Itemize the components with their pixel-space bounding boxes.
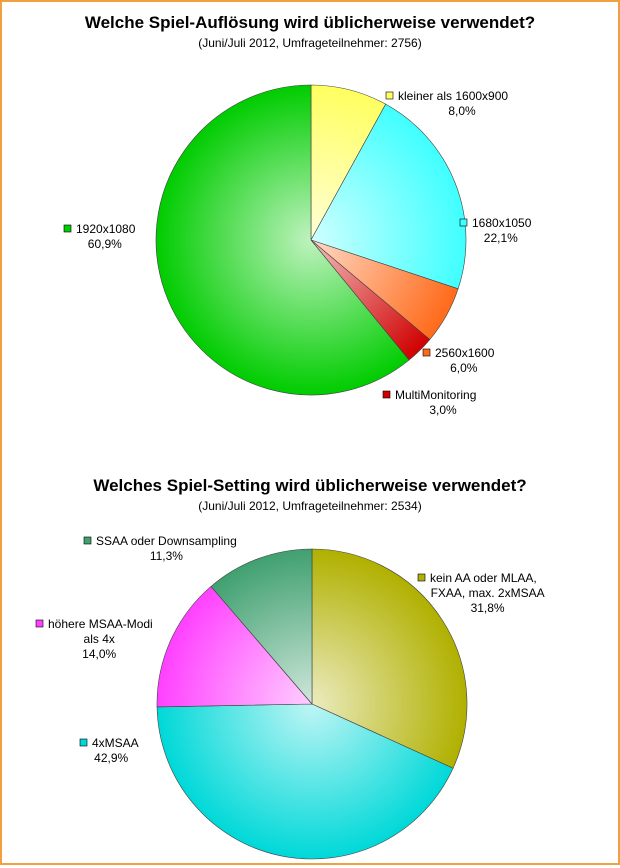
slice-value-label: 8,0% <box>448 104 476 118</box>
slice-label: 4xMSAA <box>92 736 139 750</box>
chart2-pie <box>156 548 468 860</box>
slice-label: als 4x <box>84 632 115 646</box>
slice-value-label: 60,9% <box>88 237 122 251</box>
legend-swatch <box>35 619 44 628</box>
slice-label: kleiner als 1600x900 <box>398 89 508 103</box>
chart2-labels: kein AA oder MLAA,FXAA, max. 2xMSAA31,8%… <box>35 534 545 765</box>
chart1-subtitle: (Juni/Juli 2012, Umfrageteilnehmer: 2756… <box>198 36 421 50</box>
pie-slice <box>210 548 313 705</box>
pie-slice <box>310 103 467 290</box>
slice-value-label: 42,9% <box>94 751 128 765</box>
legend-swatch <box>382 390 391 399</box>
pie-slice <box>155 84 410 396</box>
slice-value-label: 3,0% <box>429 403 457 417</box>
slice-value-label: 6,0% <box>450 361 478 375</box>
pie-slice <box>156 586 313 708</box>
chart1-title: Welche Spiel-Auflösung wird üblicherweis… <box>85 13 535 32</box>
legend-swatch <box>385 91 394 100</box>
slice-label: SSAA oder Downsampling <box>96 534 237 548</box>
slice-label: höhere MSAA-Modi <box>48 617 153 631</box>
legend-swatch <box>417 573 426 582</box>
legend-swatch <box>63 224 72 233</box>
legend-swatch <box>79 738 88 747</box>
pie-slice <box>156 703 454 860</box>
slice-value-label: 11,3% <box>150 549 183 563</box>
slice-value-label: 31,8% <box>471 601 505 615</box>
slice-value-label: 22,1% <box>484 231 518 245</box>
chart2-title: Welches Spiel-Setting wird üblicherweise… <box>93 476 526 495</box>
pie-slice <box>311 548 468 769</box>
slice-label: 2560x1600 <box>435 346 495 360</box>
slice-label: 1680x1050 <box>472 216 532 230</box>
slice-label: FXAA, max. 2xMSAA <box>431 586 545 600</box>
slice-label: kein AA oder MLAA, <box>430 571 537 585</box>
slice-label: 1920x1080 <box>76 222 136 236</box>
legend-swatch <box>459 218 468 227</box>
chart1-pie <box>155 84 467 396</box>
legend-swatch <box>83 536 92 545</box>
slice-label: MultiMonitoring <box>395 388 476 402</box>
chart2-subtitle: (Juni/Juli 2012, Umfrageteilnehmer: 2534… <box>198 499 421 513</box>
slice-value-label: 14,0% <box>82 647 116 661</box>
legend-swatch <box>422 348 431 357</box>
